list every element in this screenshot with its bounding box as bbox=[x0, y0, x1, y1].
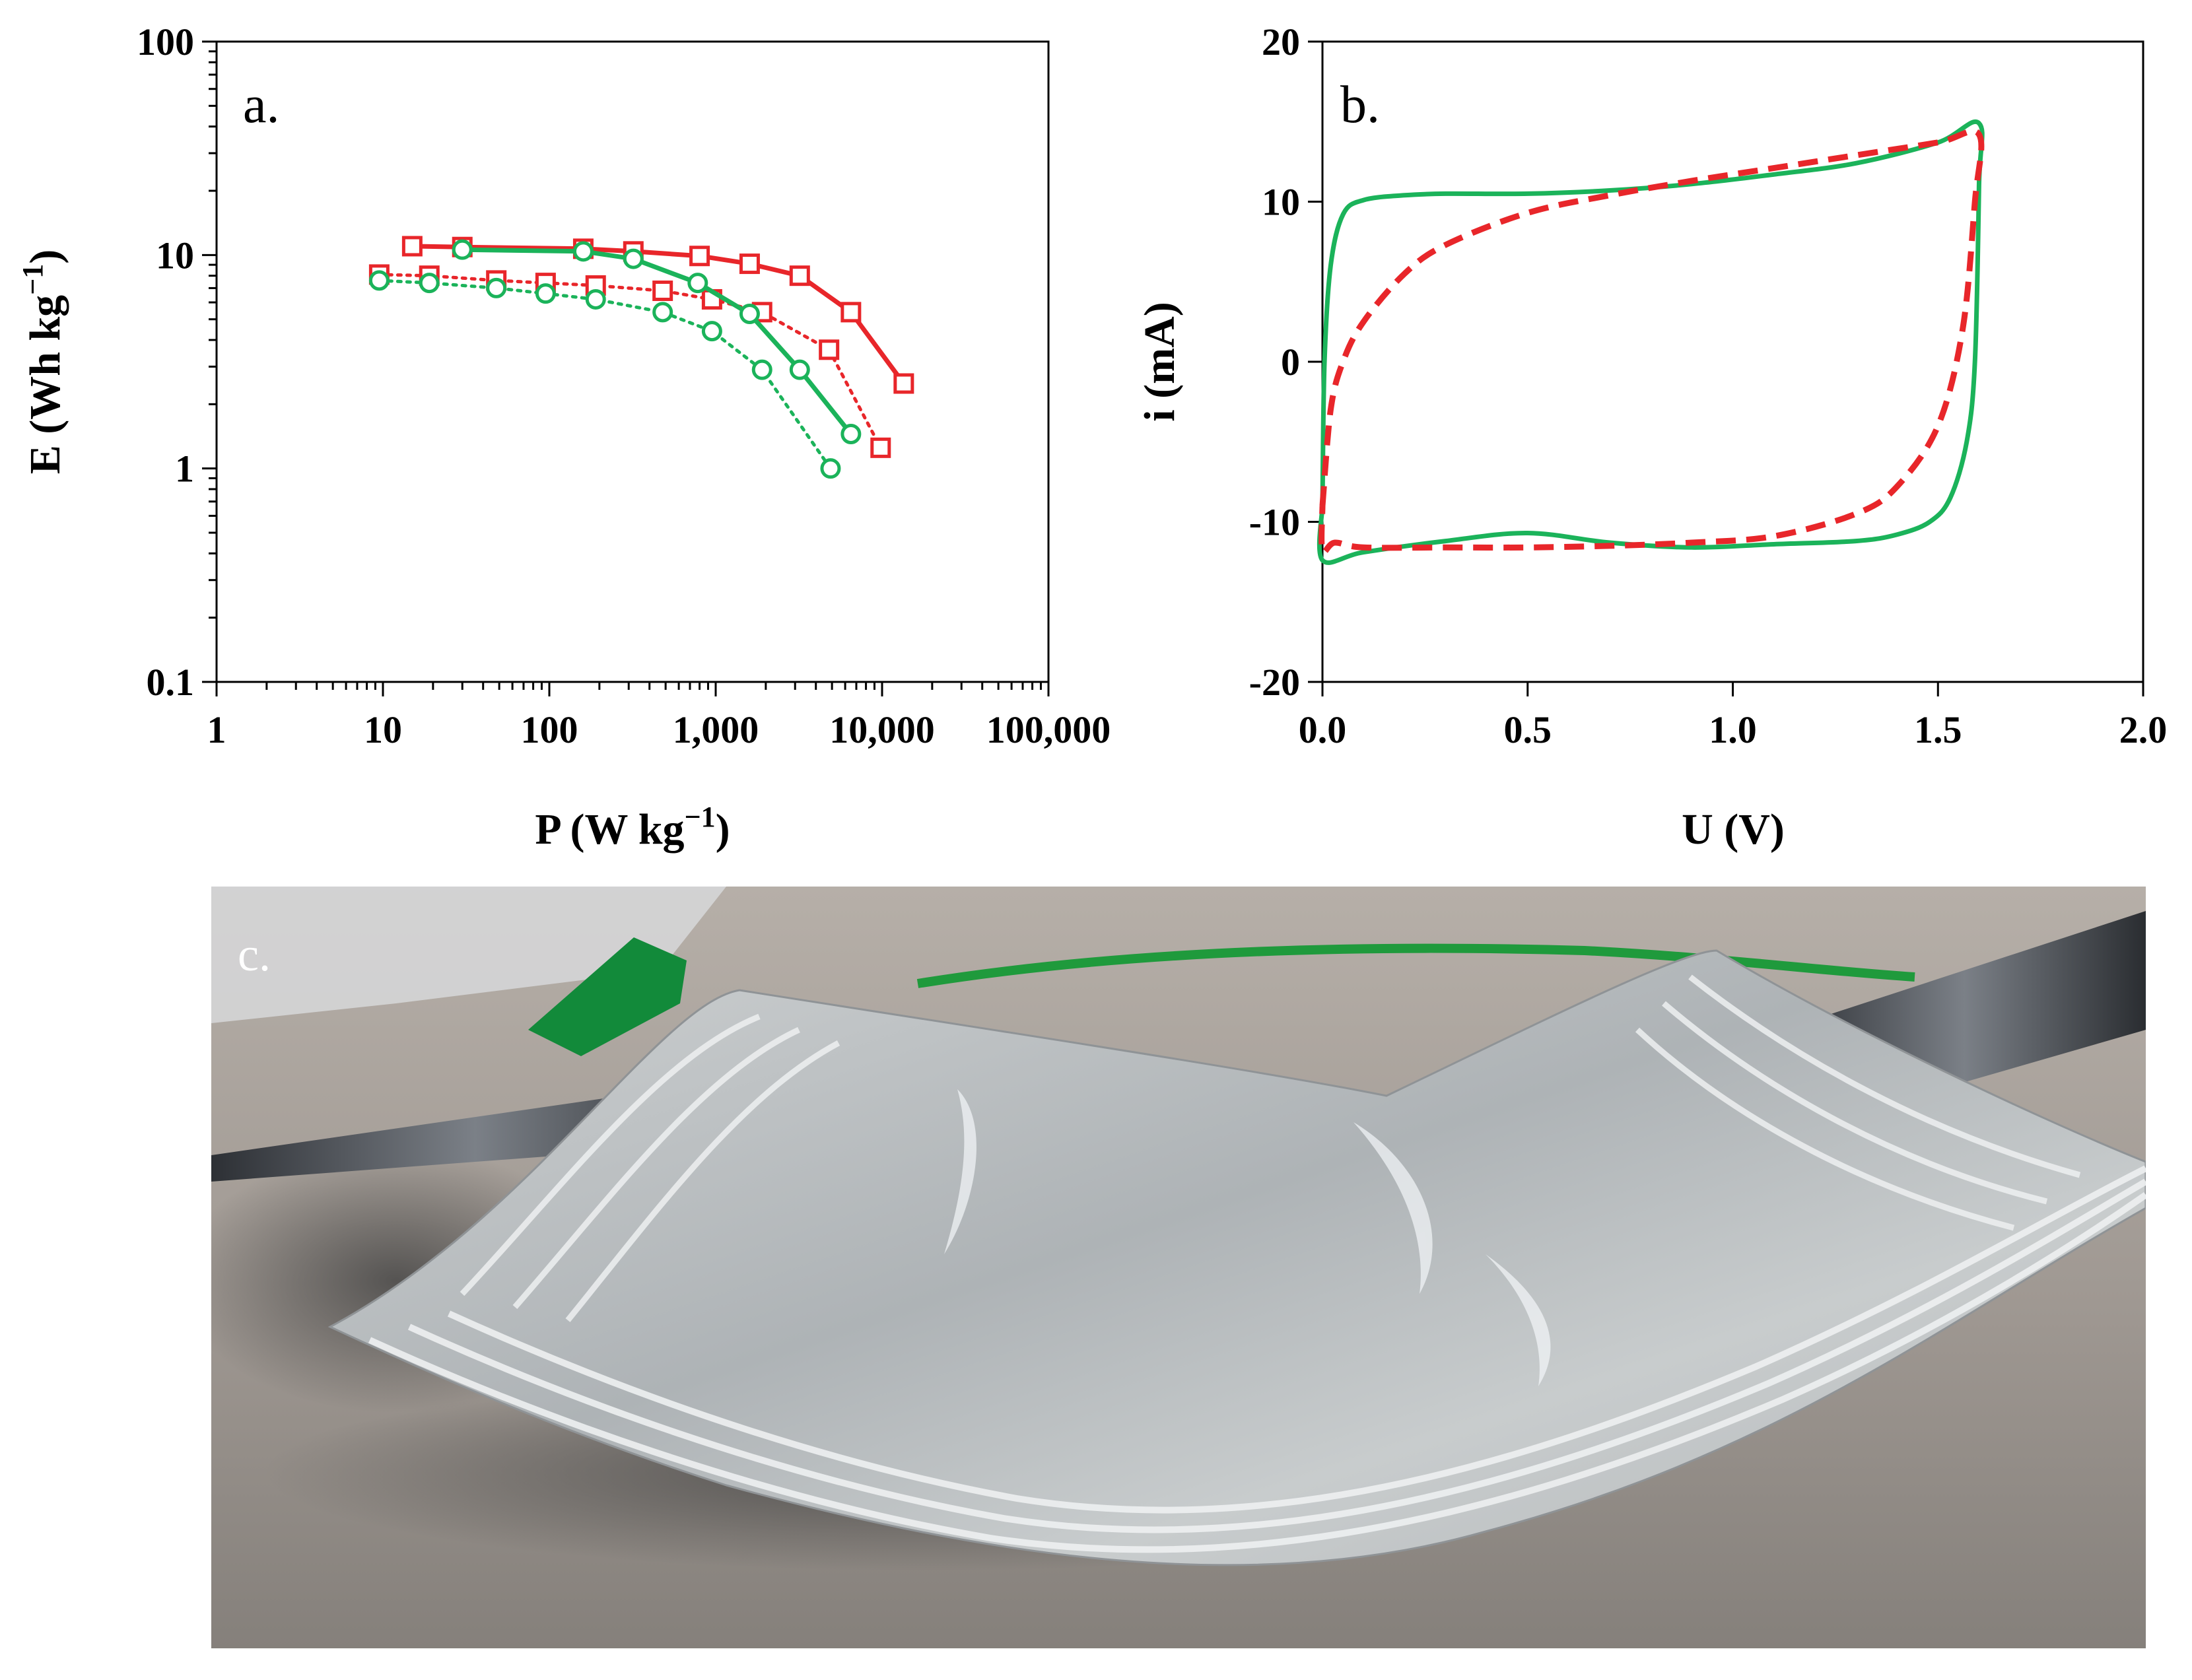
chart-a-x-tick-label: 10,000 bbox=[829, 708, 935, 751]
chart-b-y-tick-label: 20 bbox=[1262, 20, 1300, 63]
chart-a-x-axis-label: P (W kg−1) bbox=[535, 801, 730, 854]
pouch-seal-ridges bbox=[368, 1165, 2146, 1553]
chart-b-x-axis-label: U (V) bbox=[1682, 805, 1785, 854]
chart-a-point bbox=[819, 339, 840, 360]
chart-b-y-tick-label: -20 bbox=[1249, 661, 1300, 704]
chart-b-series bbox=[1317, 119, 1985, 565]
chart-a-point bbox=[870, 437, 891, 458]
chart-b-y-tick-label: 10 bbox=[1262, 181, 1300, 224]
photo-backdrop-highlight bbox=[211, 887, 726, 1023]
chart-a-point bbox=[486, 277, 507, 298]
pouch-seal-ridges-left bbox=[460, 1013, 840, 1322]
chart-a-x-tick-label: 1,000 bbox=[673, 708, 759, 751]
chart-b-x-tick-label: 1.0 bbox=[1709, 708, 1757, 751]
photo-panel-label: c. bbox=[238, 928, 271, 981]
chart-a-point bbox=[623, 248, 644, 269]
chart-b-y-tick-label: 0 bbox=[1281, 341, 1300, 384]
chart-a-y-tick-label: 1 bbox=[175, 448, 194, 490]
chart-a-point bbox=[652, 280, 673, 301]
chart-b-series-line-2 bbox=[1319, 128, 1985, 555]
chart-a-point bbox=[689, 246, 710, 267]
pouch-glossy-highlights bbox=[944, 1089, 1551, 1386]
chart-a-point bbox=[840, 302, 862, 323]
chart-b-x-tick-label: 0.5 bbox=[1504, 708, 1552, 751]
chart-a-x-tick-label: 100,000 bbox=[986, 708, 1111, 751]
chart-a-y-tick-label: 100 bbox=[137, 20, 194, 63]
chart-a-series bbox=[368, 236, 914, 479]
green-clip bbox=[528, 937, 687, 1056]
chart-b-ticks: 0.0 0.5 1.0 1.5 2.0 -20 -10 0 10 20 bbox=[1249, 20, 2168, 751]
chart-a-point bbox=[401, 236, 423, 257]
chart-a-x-tick-label: 100 bbox=[521, 708, 578, 751]
chart-a-point bbox=[739, 303, 760, 324]
chart-a-point bbox=[840, 423, 862, 444]
chart-a-point bbox=[368, 270, 390, 291]
chart-a-point bbox=[789, 359, 810, 380]
chart-a: 1 10 100 1,000 10,000 100,000 0.1 1 10 100 a. P (… bbox=[17, 20, 1111, 854]
chart-b-x-tick-label: 0.0 bbox=[1299, 708, 1347, 751]
chart-a-point bbox=[893, 373, 914, 394]
chart-b-y-axis-label: i (mA) bbox=[1136, 302, 1184, 421]
chart-a-plot-frame bbox=[215, 40, 1050, 683]
chart-b-y-tick-label: -10 bbox=[1249, 501, 1300, 544]
chart-b-plot-frame bbox=[1321, 40, 2144, 683]
chart-a-point bbox=[585, 288, 606, 310]
chart-a-point bbox=[789, 265, 810, 286]
green-wire bbox=[916, 943, 1915, 988]
chart-a-x-tick-label: 1 bbox=[207, 708, 226, 751]
chart-a-panel-label: a. bbox=[243, 76, 280, 134]
chart-a-point bbox=[701, 321, 722, 342]
chart-a-point bbox=[751, 359, 772, 380]
chart-a-point bbox=[652, 302, 673, 323]
chart-b-series-line-1 bbox=[1317, 119, 1985, 565]
chart-a-point bbox=[687, 273, 708, 294]
chart-a-point bbox=[419, 273, 440, 294]
chart-a-point bbox=[535, 283, 556, 304]
chart-a-y-tick-label: 0.1 bbox=[147, 661, 195, 704]
chart-a-point bbox=[820, 458, 841, 479]
chart-a-series-line-2 bbox=[377, 273, 883, 450]
chart-a-point bbox=[739, 253, 760, 275]
pouch-cell-photo: c. bbox=[211, 887, 2146, 1648]
chart-b-panel-label: b. bbox=[1340, 76, 1380, 134]
chart-a-y-axis-label: E (Wh kg−1) bbox=[17, 250, 69, 474]
pouch-seal-ridges-right bbox=[1635, 974, 2081, 1231]
chart-a-y-tick-label: 10 bbox=[156, 234, 194, 277]
chart-a-x-tick-label: 10 bbox=[364, 708, 402, 751]
chart-a-ticks: 1 10 100 1,000 10,000 100,000 0.1 1 10 100 bbox=[137, 20, 1111, 751]
chart-a-point bbox=[452, 239, 473, 260]
chart-b-x-tick-label: 1.5 bbox=[1914, 708, 1962, 751]
chart-b: 0.0 0.5 1.0 1.5 2.0 -20 -10 0 10 20 b. U (V) i (m… bbox=[1136, 20, 2167, 854]
chart-a-point bbox=[572, 241, 594, 262]
chart-b-x-tick-label: 2.0 bbox=[2119, 708, 2168, 751]
